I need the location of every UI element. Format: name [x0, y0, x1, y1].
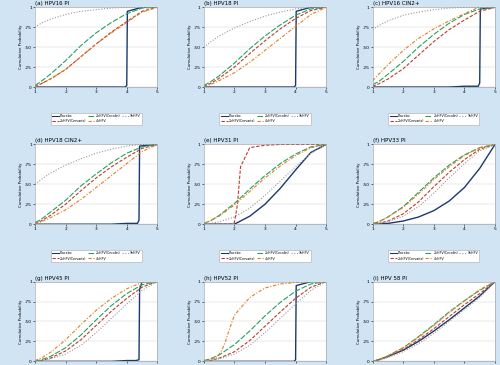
- Legend: Placebo, 2vHPV(Cervarix), 2vHPV(Cecolin), 4vHPV, 9vHPV: Placebo, 2vHPV(Cervarix), 2vHPV(Cecolin)…: [220, 250, 310, 262]
- Text: (i) HPV 58 PI: (i) HPV 58 PI: [372, 276, 406, 281]
- Text: (a) HPV16 PI: (a) HPV16 PI: [35, 1, 69, 6]
- Text: (h) HPV52 PI: (h) HPV52 PI: [204, 276, 238, 281]
- Y-axis label: Cumulative Probability: Cumulative Probability: [20, 25, 24, 69]
- Text: (c) HPV16 CIN2+: (c) HPV16 CIN2+: [372, 1, 420, 6]
- Legend: Placebo, 2vHPV(Cervarix), 2vHPV(Cecolin), 4vHPV, 9vHPV: Placebo, 2vHPV(Cervarix), 2vHPV(Cecolin)…: [388, 250, 480, 262]
- Text: (b) HPV18 PI: (b) HPV18 PI: [204, 1, 238, 6]
- Text: (d) HPV18 CIN2+: (d) HPV18 CIN2+: [35, 138, 82, 143]
- Y-axis label: Cumulative Probability: Cumulative Probability: [20, 162, 24, 207]
- Text: (g) HPV45 PI: (g) HPV45 PI: [35, 276, 69, 281]
- Y-axis label: Cumulative Probability: Cumulative Probability: [188, 299, 192, 344]
- Y-axis label: Cumulative Probability: Cumulative Probability: [188, 162, 192, 207]
- Text: (f) HPV33 PI: (f) HPV33 PI: [372, 138, 406, 143]
- Legend: Placebo, 2vHPV(Cervarix), 2vHPV(Cecolin), 4vHPV, 9vHPV: Placebo, 2vHPV(Cervarix), 2vHPV(Cecolin)…: [220, 112, 310, 125]
- Y-axis label: Cumulative Probability: Cumulative Probability: [357, 25, 361, 69]
- Y-axis label: Cumulative Probability: Cumulative Probability: [357, 299, 361, 344]
- Legend: Placebo, 2vHPV(Cervarix), 2vHPV(Cecolin), 4vHPV, 9vHPV: Placebo, 2vHPV(Cervarix), 2vHPV(Cecolin)…: [50, 112, 142, 125]
- Y-axis label: Cumulative Probability: Cumulative Probability: [357, 162, 361, 207]
- Legend: Placebo, 2vHPV(Cervarix), 2vHPV(Cecolin), 4vHPV, 9vHPV: Placebo, 2vHPV(Cervarix), 2vHPV(Cecolin)…: [388, 112, 480, 125]
- Text: (e) HPV31 PI: (e) HPV31 PI: [204, 138, 238, 143]
- Legend: Placebo, 2vHPV(Cervarix), 2vHPV(Cecolin), 4vHPV, 9vHPV: Placebo, 2vHPV(Cervarix), 2vHPV(Cecolin)…: [50, 250, 142, 262]
- Y-axis label: Cumulative Probability: Cumulative Probability: [20, 299, 24, 344]
- Y-axis label: Cumulative Probability: Cumulative Probability: [188, 25, 192, 69]
